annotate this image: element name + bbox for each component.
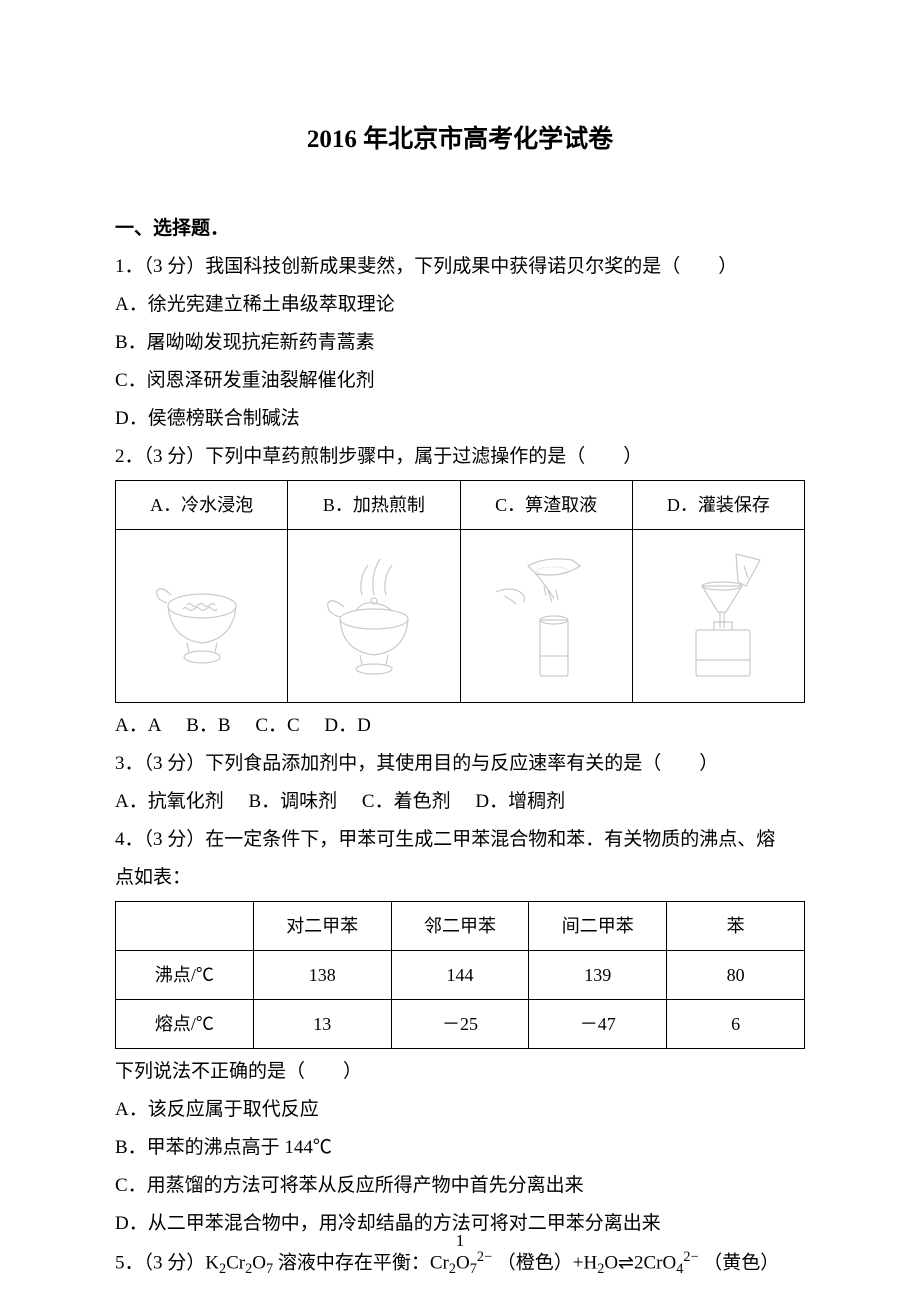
q1-option-a: A．徐光宪建立稀土串级萃取理论 <box>115 286 805 324</box>
q2-opt-b: B．B <box>186 707 230 745</box>
q4-col4: 苯 <box>667 902 805 951</box>
q4-r1-c2: 144 <box>391 951 529 1000</box>
q5-sub4: 2 <box>449 1261 456 1277</box>
q1-stem: 1．（3 分）我国科技创新成果斐然，下列成果中获得诺贝尔奖的是（ ） <box>115 248 805 286</box>
q3-opt-a: A．抗氧化剂 <box>115 783 224 821</box>
q3-stem: 3．（3 分）下列食品添加剂中，其使用目的与反应速率有关的是（ ） <box>115 745 805 783</box>
q4-col3: 间二甲苯 <box>529 902 667 951</box>
q2-table-image-row <box>116 530 805 703</box>
q2-img-b <box>288 530 460 703</box>
q4-r2-c2: －25 <box>391 1000 529 1049</box>
q4-option-c: C．用蒸馏的方法可将苯从反应所得产物中首先分离出来 <box>115 1167 805 1205</box>
q4-col0 <box>116 902 254 951</box>
q2-img-a <box>116 530 288 703</box>
q4-table: 对二甲苯 邻二甲苯 间二甲苯 苯 沸点/℃ 138 144 139 80 熔点/… <box>115 901 805 1049</box>
q4-r1-c1: 138 <box>253 951 391 1000</box>
q4-option-b: B．甲苯的沸点高于 144℃ <box>115 1129 805 1167</box>
q4-option-a: A．该反应属于取代反应 <box>115 1091 805 1129</box>
q4-r2-c3: －47 <box>529 1000 667 1049</box>
q2-opt-c: C．C <box>255 707 299 745</box>
q4-stem-line1: 4．（3 分）在一定条件下，甲苯可生成二甲苯混合物和苯．有关物质的沸点、熔 <box>115 821 805 859</box>
q4-table-row-2: 熔点/℃ 13 －25 －47 6 <box>116 1000 805 1049</box>
q4-r2-label: 熔点/℃ <box>116 1000 254 1049</box>
q2-options-line: A．A B．B C．C D．D <box>115 707 805 745</box>
q2-header-d: D．灌装保存 <box>632 481 804 530</box>
q2-opt-a: A．A <box>115 707 161 745</box>
q4-r2-c4: 6 <box>667 1000 805 1049</box>
q4-r2-c1: 13 <box>253 1000 391 1049</box>
q4-col1: 对二甲苯 <box>253 902 391 951</box>
q2-header-a: A．冷水浸泡 <box>116 481 288 530</box>
q3-options-line: A．抗氧化剂 B．调味剂 C．着色剂 D．增稠剂 <box>115 783 805 821</box>
q3-opt-d: D．增稠剂 <box>475 783 565 821</box>
q2-header-c: C．箅渣取液 <box>460 481 632 530</box>
q4-table-header-row: 对二甲苯 邻二甲苯 间二甲苯 苯 <box>116 902 805 951</box>
page-title: 2016 年北京市高考化学试卷 <box>115 115 805 165</box>
q2-img-d <box>632 530 804 703</box>
q4-r1-label: 沸点/℃ <box>116 951 254 1000</box>
q4-r1-c4: 80 <box>667 951 805 1000</box>
q2-stem: 2．（3 分）下列中草药煎制步骤中，属于过滤操作的是（ ） <box>115 438 805 476</box>
page-number: 1 <box>0 1224 920 1258</box>
q4-stem-line2: 点如表： <box>115 859 805 897</box>
funnel-bottle-icon <box>658 546 778 686</box>
boiling-pot-icon <box>314 551 434 681</box>
q3-opt-c: C．着色剂 <box>362 783 451 821</box>
q1-option-c: C．闵恩泽研发重油裂解催化剂 <box>115 362 805 400</box>
q2-opt-d: D．D <box>324 707 370 745</box>
q4-belowtable: 下列说法不正确的是（ ） <box>115 1053 805 1091</box>
section-heading: 一、选择题． <box>115 210 805 248</box>
q5-sub5: 7 <box>470 1261 477 1277</box>
q2-table-header-row: A．冷水浸泡 B．加热煎制 C．箅渣取液 D．灌装保存 <box>116 481 805 530</box>
q2-table: A．冷水浸泡 B．加热煎制 C．箅渣取液 D．灌装保存 <box>115 480 805 703</box>
soaking-bowl-icon <box>147 561 257 671</box>
q2-header-b: B．加热煎制 <box>288 481 460 530</box>
filter-dregs-icon <box>476 546 616 686</box>
q4-col2: 邻二甲苯 <box>391 902 529 951</box>
q3-opt-b: B．调味剂 <box>248 783 337 821</box>
q1-option-b: B．屠呦呦发现抗疟新药青蒿素 <box>115 324 805 362</box>
q4-r1-c3: 139 <box>529 951 667 1000</box>
q1-option-d: D．侯德榜联合制碱法 <box>115 400 805 438</box>
q2-img-c <box>460 530 632 703</box>
q4-table-row-1: 沸点/℃ 138 144 139 80 <box>116 951 805 1000</box>
